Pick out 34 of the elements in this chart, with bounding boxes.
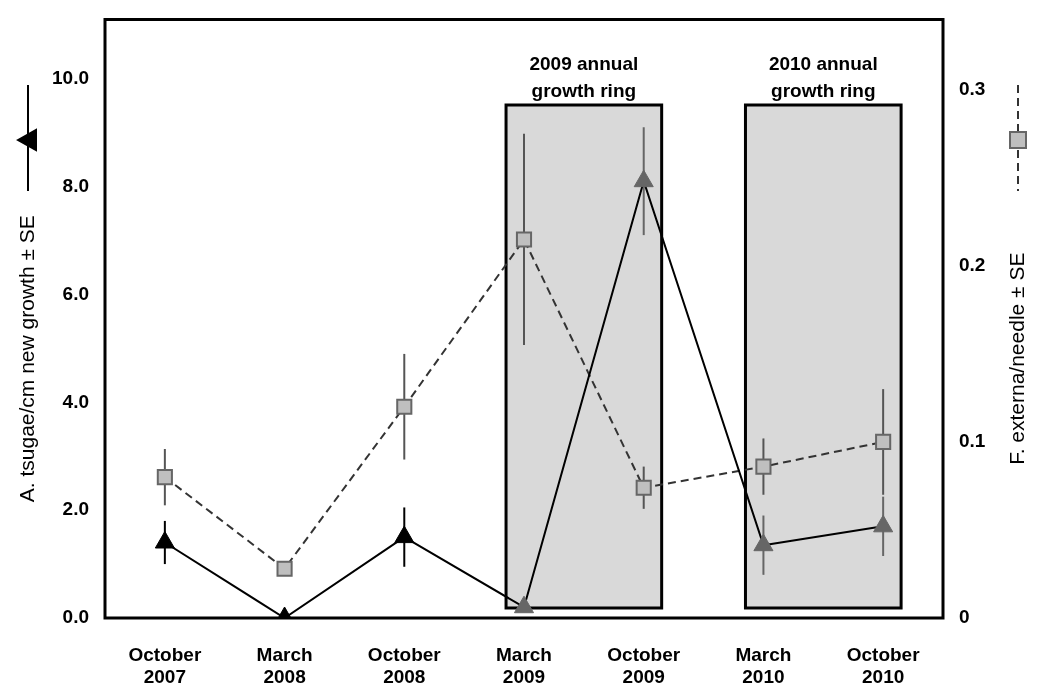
- y-tick-label: 2.0: [62, 498, 89, 520]
- y-tick-label: 0.0: [62, 606, 89, 628]
- y-tick-label: 4.0: [62, 390, 89, 412]
- point: [755, 458, 772, 475]
- point: [276, 560, 293, 577]
- y-axis-title: A. tsugae/cm new growth ± SE: [14, 215, 38, 503]
- point: [873, 514, 894, 533]
- point: [635, 479, 652, 496]
- x-tick-label: October 2008: [367, 643, 442, 688]
- point: [515, 231, 533, 248]
- point: [394, 525, 415, 544]
- point: [633, 169, 654, 188]
- band-label: 2009 annual growth ring: [529, 53, 639, 101]
- x-tick-label: October 2007: [128, 643, 202, 688]
- band-label: 2010 annual growth ring: [768, 53, 878, 101]
- point: [154, 531, 175, 549]
- x-tick-label: October 2009: [607, 643, 681, 688]
- point: [513, 595, 535, 614]
- y-tick-label: 6.0: [62, 282, 89, 304]
- x-tick-label: March 2009: [496, 643, 552, 688]
- y-tick-label: 8.0: [62, 174, 89, 196]
- point: [875, 433, 892, 451]
- point: [753, 533, 774, 552]
- x-tick-label: October 2010: [846, 643, 921, 688]
- point: [396, 398, 413, 415]
- point: [156, 469, 173, 486]
- y2-tick-label: 0.1: [959, 430, 986, 452]
- y2-tick-label: 0.3: [959, 78, 986, 100]
- x-tick-label: March 2008: [256, 643, 313, 688]
- y-tick-label: 10.0: [52, 66, 89, 88]
- x-tick-label: March 2010: [735, 643, 792, 688]
- y2-axis-title: F. externa/needle ± SE: [1004, 252, 1028, 465]
- y2-tick-label: 0: [959, 606, 970, 628]
- y2-tick-label: 0.2: [959, 254, 986, 276]
